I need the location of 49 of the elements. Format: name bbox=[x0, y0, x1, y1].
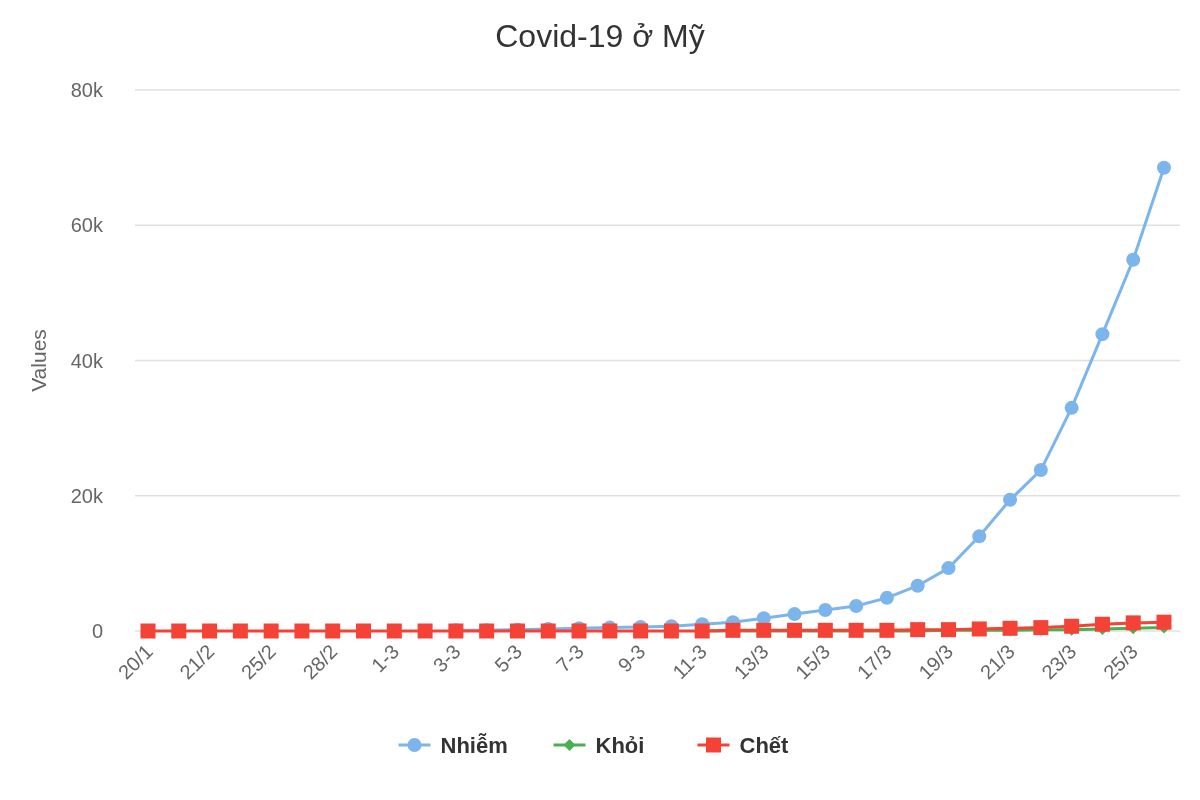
point bbox=[1094, 616, 1110, 632]
x-tick-label: 5-3 bbox=[490, 640, 527, 677]
y-tick-label: 0 bbox=[91, 620, 103, 642]
point bbox=[818, 603, 833, 618]
point bbox=[417, 623, 433, 639]
point bbox=[1125, 615, 1141, 631]
point bbox=[1095, 327, 1110, 342]
chart-title: Covid-19 ở Mỹ bbox=[495, 18, 705, 54]
y-tick-label: 60k bbox=[70, 214, 104, 237]
point bbox=[202, 623, 218, 639]
legend-label: Chết bbox=[739, 732, 790, 758]
point bbox=[1033, 463, 1048, 478]
point bbox=[1156, 614, 1172, 630]
point bbox=[849, 598, 864, 613]
point bbox=[356, 623, 372, 639]
point bbox=[787, 607, 802, 622]
point bbox=[140, 623, 156, 639]
point bbox=[879, 590, 894, 605]
point bbox=[171, 623, 187, 639]
y-tick-label: 40k bbox=[70, 349, 104, 372]
point bbox=[663, 623, 679, 639]
point bbox=[1064, 618, 1080, 634]
x-tick-label: 9-3 bbox=[613, 640, 650, 677]
y-axis-title: Values bbox=[27, 329, 50, 392]
x-tick-label: 11-3 bbox=[668, 640, 712, 684]
x-tick-label: 1-3 bbox=[367, 640, 404, 677]
y-tick-label: 20k bbox=[70, 484, 104, 507]
point bbox=[972, 529, 987, 544]
point bbox=[1003, 492, 1018, 507]
point bbox=[232, 623, 248, 639]
point bbox=[263, 623, 279, 639]
point bbox=[1064, 400, 1079, 415]
point bbox=[294, 623, 310, 639]
y-tick-label: 80k bbox=[70, 79, 104, 101]
point bbox=[633, 623, 649, 639]
point bbox=[1002, 620, 1018, 636]
legend-label: Nhiễm bbox=[440, 732, 508, 758]
point bbox=[386, 623, 402, 639]
point bbox=[1157, 160, 1171, 175]
x-tick-label: 19/3 bbox=[914, 640, 958, 684]
x-tick-label: 3-3 bbox=[428, 640, 465, 677]
point bbox=[910, 578, 925, 593]
x-tick-label: 20/1 bbox=[113, 640, 157, 684]
point bbox=[602, 623, 618, 639]
point bbox=[325, 623, 341, 639]
legend-label: Khỏi bbox=[595, 732, 645, 758]
point bbox=[941, 561, 956, 576]
x-tick-label: 7-3 bbox=[551, 640, 588, 677]
point bbox=[1126, 252, 1141, 267]
